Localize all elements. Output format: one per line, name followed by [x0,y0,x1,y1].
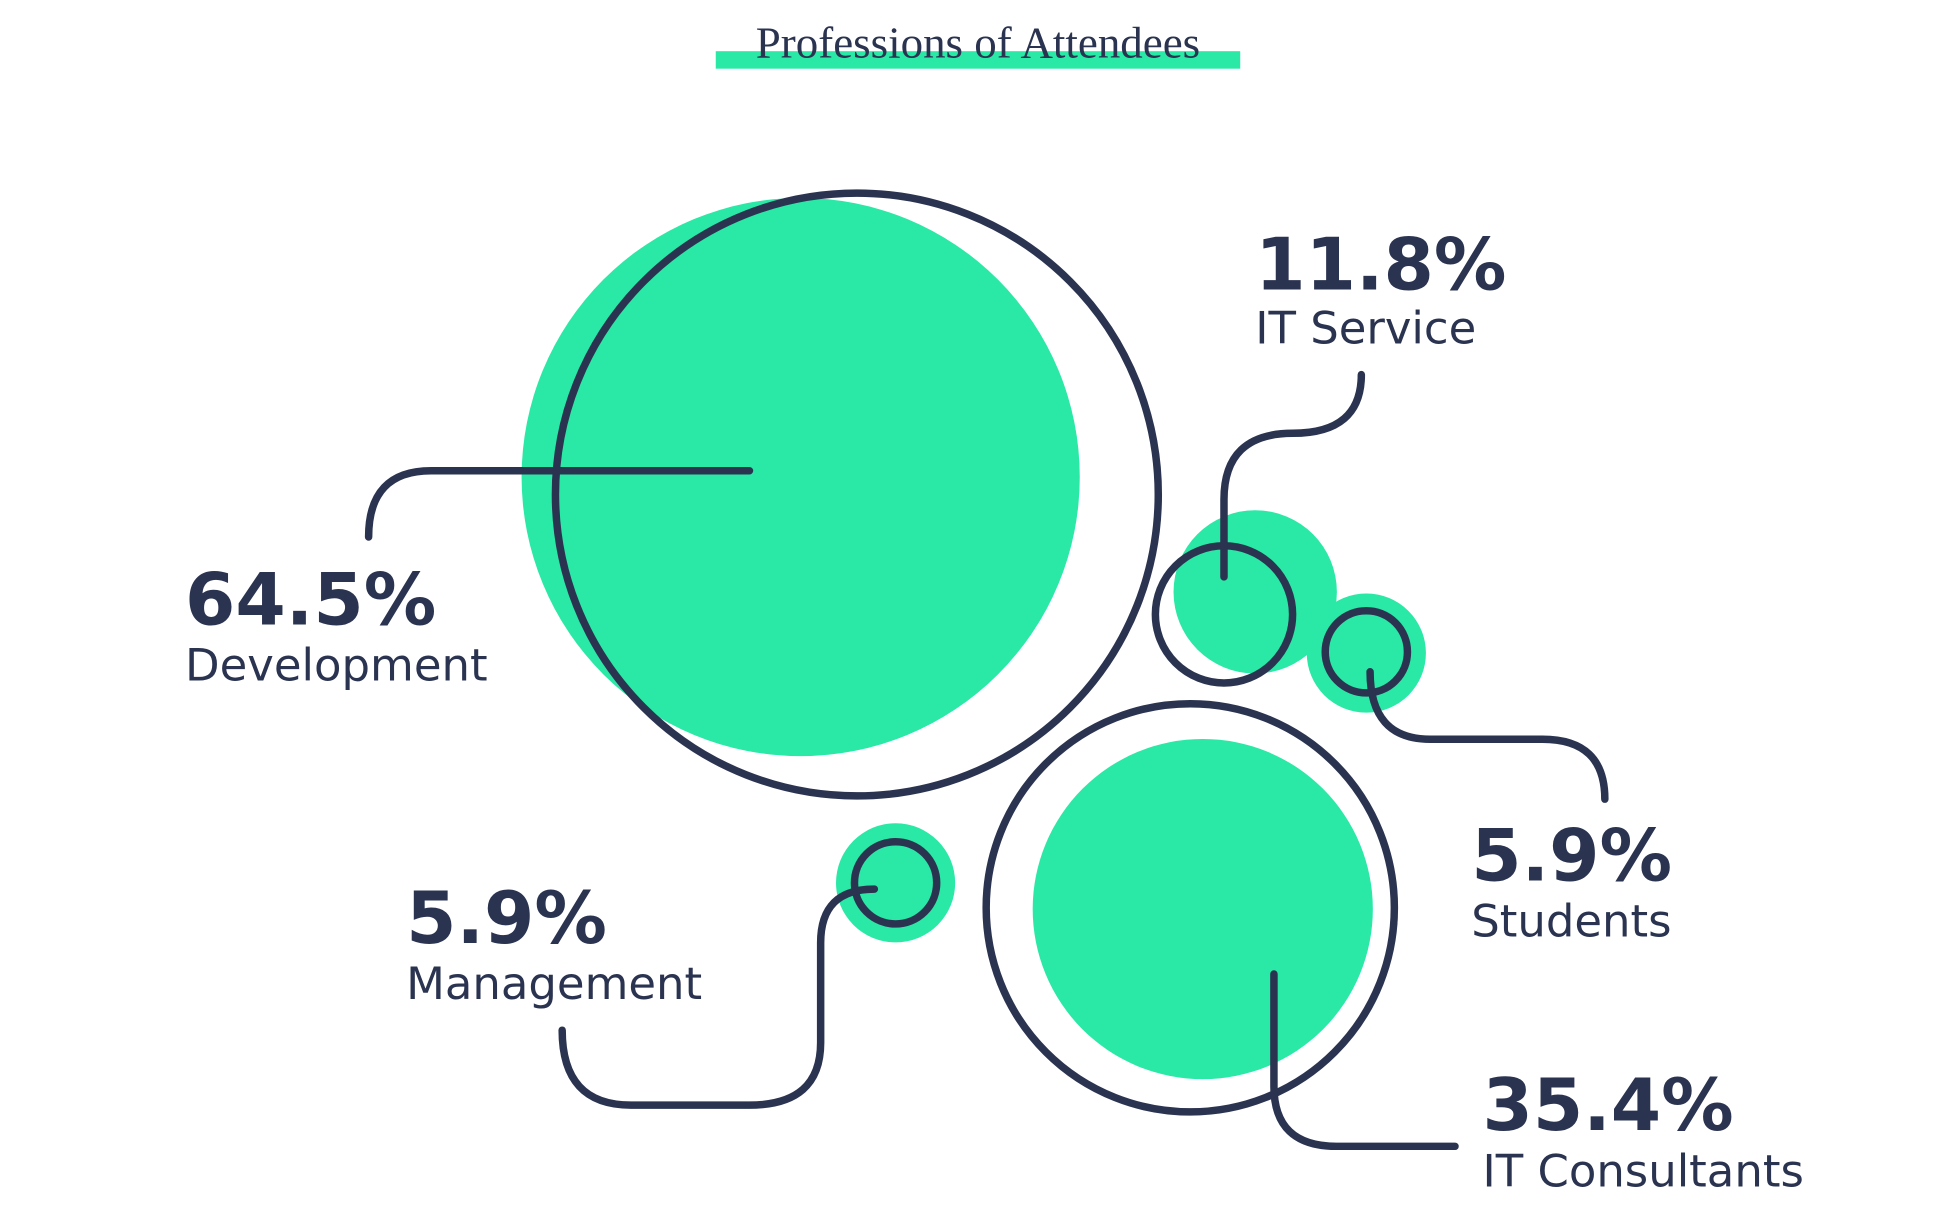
value-label: 64.5% [185,558,436,642]
bubble-outline [850,837,941,928]
leader-line [1366,668,1609,803]
bubble-outline [551,189,1163,800]
leader-line [558,885,879,1109]
leader-line [1270,970,1459,1151]
category-label: Students [1471,895,1671,948]
leader-line [364,467,754,541]
bubble-outline [1321,606,1412,697]
category-label: IT Consultants [1482,1144,1803,1197]
value-label: 5.9% [406,877,607,961]
bubble [1173,510,1337,674]
value-label: 11.8% [1255,224,1506,308]
category-label: Development [185,639,488,692]
category-label: IT Service [1255,301,1476,354]
bubble [1032,738,1373,1080]
bubble-outline [982,699,1399,1116]
value-label: 5.9% [1471,814,1672,898]
leader-line [1220,370,1366,581]
value-label: 35.4% [1482,1064,1733,1148]
bubble [521,197,1080,757]
chart-title: Professions of Attendees [756,17,1200,67]
category-label: Management [406,957,702,1010]
title-highlight [715,51,1241,69]
